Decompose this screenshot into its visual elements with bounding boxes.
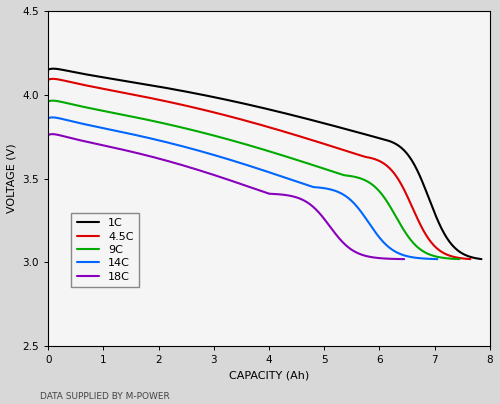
9C [383, 198, 389, 202]
Line: 1C: 1C [48, 69, 482, 259]
4.5C [45, 77, 51, 82]
18C [258, 188, 264, 193]
9C [456, 257, 462, 261]
14C [256, 167, 262, 172]
14C [233, 159, 239, 164]
4.5C [298, 134, 304, 139]
Line: 18C: 18C [48, 134, 404, 259]
Line: 14C: 14C [48, 118, 438, 259]
18C [45, 133, 51, 137]
1C [401, 148, 407, 153]
18C [401, 257, 407, 261]
9C [290, 156, 296, 161]
Text: DATA SUPPLIED BY M-POWER: DATA SUPPLIED BY M-POWER [40, 392, 170, 401]
1C [45, 67, 51, 72]
4.5C [392, 172, 398, 177]
Legend: 1C, 4.5C, 9C, 14C, 18C: 1C, 4.5C, 9C, 14C, 18C [72, 213, 139, 287]
Line: 4.5C: 4.5C [48, 79, 470, 259]
1C [254, 104, 260, 109]
1C [252, 104, 258, 109]
4.5C [468, 257, 473, 261]
14C [50, 115, 56, 120]
1C [304, 116, 310, 121]
9C [244, 142, 250, 147]
4.5C [50, 76, 56, 81]
1C [478, 257, 484, 261]
Y-axis label: VOLTAGE (V): VOLTAGE (V) [7, 144, 17, 213]
4.5C [249, 120, 255, 125]
4.5C [246, 119, 252, 124]
14C [45, 116, 51, 121]
14C [434, 257, 440, 261]
18C [238, 182, 244, 187]
9C [268, 149, 274, 154]
18C [50, 132, 56, 137]
4.5C [274, 127, 280, 132]
18C [338, 238, 344, 242]
9C [45, 99, 51, 104]
4.5C [458, 256, 464, 261]
1C [280, 111, 286, 116]
1C [469, 255, 475, 260]
1C [50, 66, 56, 71]
18C [215, 174, 221, 179]
14C [426, 257, 432, 261]
9C [242, 141, 248, 146]
18C [217, 175, 223, 179]
9C [448, 256, 454, 261]
18C [394, 257, 400, 261]
14C [278, 174, 283, 179]
14C [231, 158, 237, 163]
X-axis label: CAPACITY (Ah): CAPACITY (Ah) [229, 371, 309, 381]
Line: 9C: 9C [48, 101, 460, 259]
14C [365, 219, 371, 224]
9C [50, 98, 56, 103]
